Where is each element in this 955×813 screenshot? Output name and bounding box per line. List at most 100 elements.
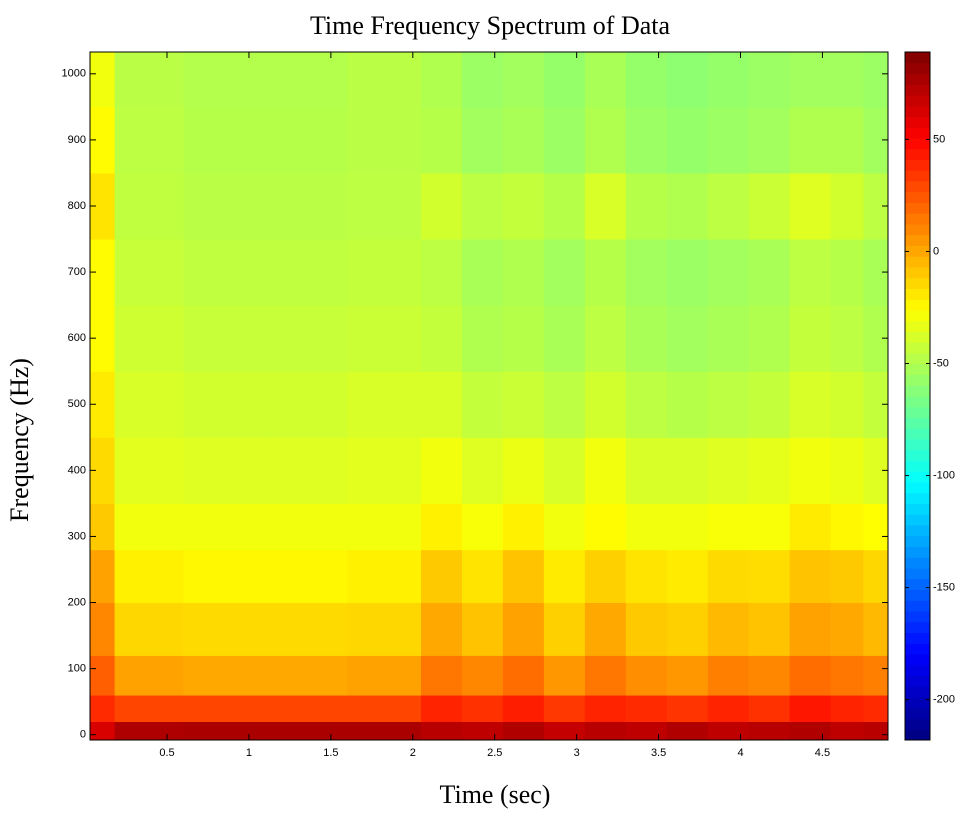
heatmap-cell: [114, 655, 184, 696]
heatmap-cell: [584, 602, 627, 656]
heatmap-cell: [707, 305, 750, 372]
heatmap-cell: [625, 503, 668, 551]
colorbar-swatch: [905, 331, 930, 343]
y-tick-label: 400: [68, 464, 86, 476]
heatmap-cell: [183, 106, 266, 174]
heatmap-cell: [666, 52, 709, 108]
heatmap-cell: [830, 305, 864, 372]
colorbar-swatch: [905, 267, 930, 279]
heatmap-cell: [543, 305, 586, 372]
heatmap-cell: [114, 437, 184, 504]
heatmap-cell: [502, 239, 545, 306]
heatmap-cell: [265, 549, 348, 604]
y-tick-label: 200: [68, 596, 86, 608]
heatmap-cell: [789, 721, 832, 741]
heatmap-cell: [666, 106, 709, 174]
heatmap-cell: [863, 52, 889, 108]
x-tick-label: 1.5: [323, 747, 338, 759]
heatmap-cell: [830, 549, 864, 604]
heatmap-cell: [863, 695, 889, 722]
heatmap-cell: [625, 695, 668, 722]
heatmap-cell: [420, 106, 463, 174]
heatmap-cell: [707, 437, 750, 504]
colorbar-swatch: [905, 148, 930, 160]
colorbar-swatch: [905, 320, 930, 332]
colorbar-swatch: [905, 62, 930, 74]
heatmap-cell: [265, 106, 348, 174]
heatmap-cell: [502, 52, 545, 108]
colorbar-swatch: [905, 385, 930, 397]
y-tick-label: 600: [68, 332, 86, 344]
heatmap-cell: [707, 172, 750, 240]
heatmap-cell: [789, 549, 832, 604]
y-tick-label: 900: [68, 134, 86, 146]
heatmap-cell: [114, 52, 184, 108]
heatmap-cell: [90, 549, 116, 604]
heatmap-cell: [420, 371, 463, 438]
heatmap-cell: [666, 305, 709, 372]
heatmap-cell: [625, 549, 668, 604]
heatmap-cell: [347, 52, 422, 108]
colorbar-swatch: [905, 654, 930, 666]
heatmap-cell: [502, 106, 545, 174]
heatmap-cell: [183, 305, 266, 372]
colorbar-swatch: [905, 729, 930, 741]
heatmap-cell: [461, 437, 504, 504]
heatmap-cell: [347, 371, 422, 438]
heatmap-cell: [625, 239, 668, 306]
heatmap-cell: [584, 695, 627, 722]
heatmap-cell: [789, 172, 832, 240]
heatmap-cell: [789, 602, 832, 656]
heatmap-cell: [347, 106, 422, 174]
heatmap-cell: [502, 437, 545, 504]
heatmap-cell: [347, 437, 422, 504]
heatmap-cell: [666, 503, 709, 551]
heatmap-cell: [666, 239, 709, 306]
heatmap-cell: [183, 602, 266, 656]
heatmap-cell: [347, 695, 422, 722]
colorbar-swatch: [905, 52, 930, 64]
colorbar-swatch: [905, 116, 930, 128]
colorbar-swatch: [905, 686, 930, 698]
colorbar-swatch: [905, 288, 930, 300]
x-tick-label: 4: [737, 747, 743, 759]
colorbar-swatch: [905, 611, 930, 623]
heatmap-cell: [502, 503, 545, 551]
colorbar-swatch: [905, 406, 930, 418]
heatmap-cell: [789, 371, 832, 438]
colorbar-swatch: [905, 449, 930, 461]
heatmap-cell: [584, 655, 627, 696]
colorbar-swatch: [905, 234, 930, 246]
colorbar-swatch: [905, 277, 930, 289]
heatmap-cell: [90, 695, 116, 722]
heatmap-cell: [625, 721, 668, 741]
y-tick-label: 100: [68, 663, 86, 675]
plot-frame: [89, 51, 889, 741]
heatmap-cell: [502, 549, 545, 604]
heatmap-cell: [183, 371, 266, 438]
heatmap-cell: [789, 52, 832, 108]
heatmap-cell: [265, 371, 348, 438]
heatmap-cell: [502, 602, 545, 656]
y-tick-label: 0: [80, 729, 86, 741]
heatmap-cell: [543, 437, 586, 504]
heatmap-cell: [748, 655, 791, 696]
heatmap-cell: [543, 371, 586, 438]
colorbar-swatch: [905, 170, 930, 182]
heatmap-cell: [420, 172, 463, 240]
heatmap-cell: [461, 503, 504, 551]
colorbar-swatch: [905, 697, 930, 709]
heatmap-cell: [265, 172, 348, 240]
heatmap-cell: [461, 695, 504, 722]
heatmap-cell: [183, 721, 266, 741]
heatmap-cell: [114, 695, 184, 722]
heatmap-cell: [748, 437, 791, 504]
heatmap-cell: [789, 695, 832, 722]
colorbar-swatch: [905, 557, 930, 569]
heatmap-cell: [183, 239, 266, 306]
colorbar-swatch: [905, 632, 930, 644]
colorbar-tick-label: 50: [933, 133, 945, 145]
heatmap-cell: [625, 305, 668, 372]
colorbar-swatch: [905, 342, 930, 354]
colorbar-swatch: [905, 256, 930, 268]
